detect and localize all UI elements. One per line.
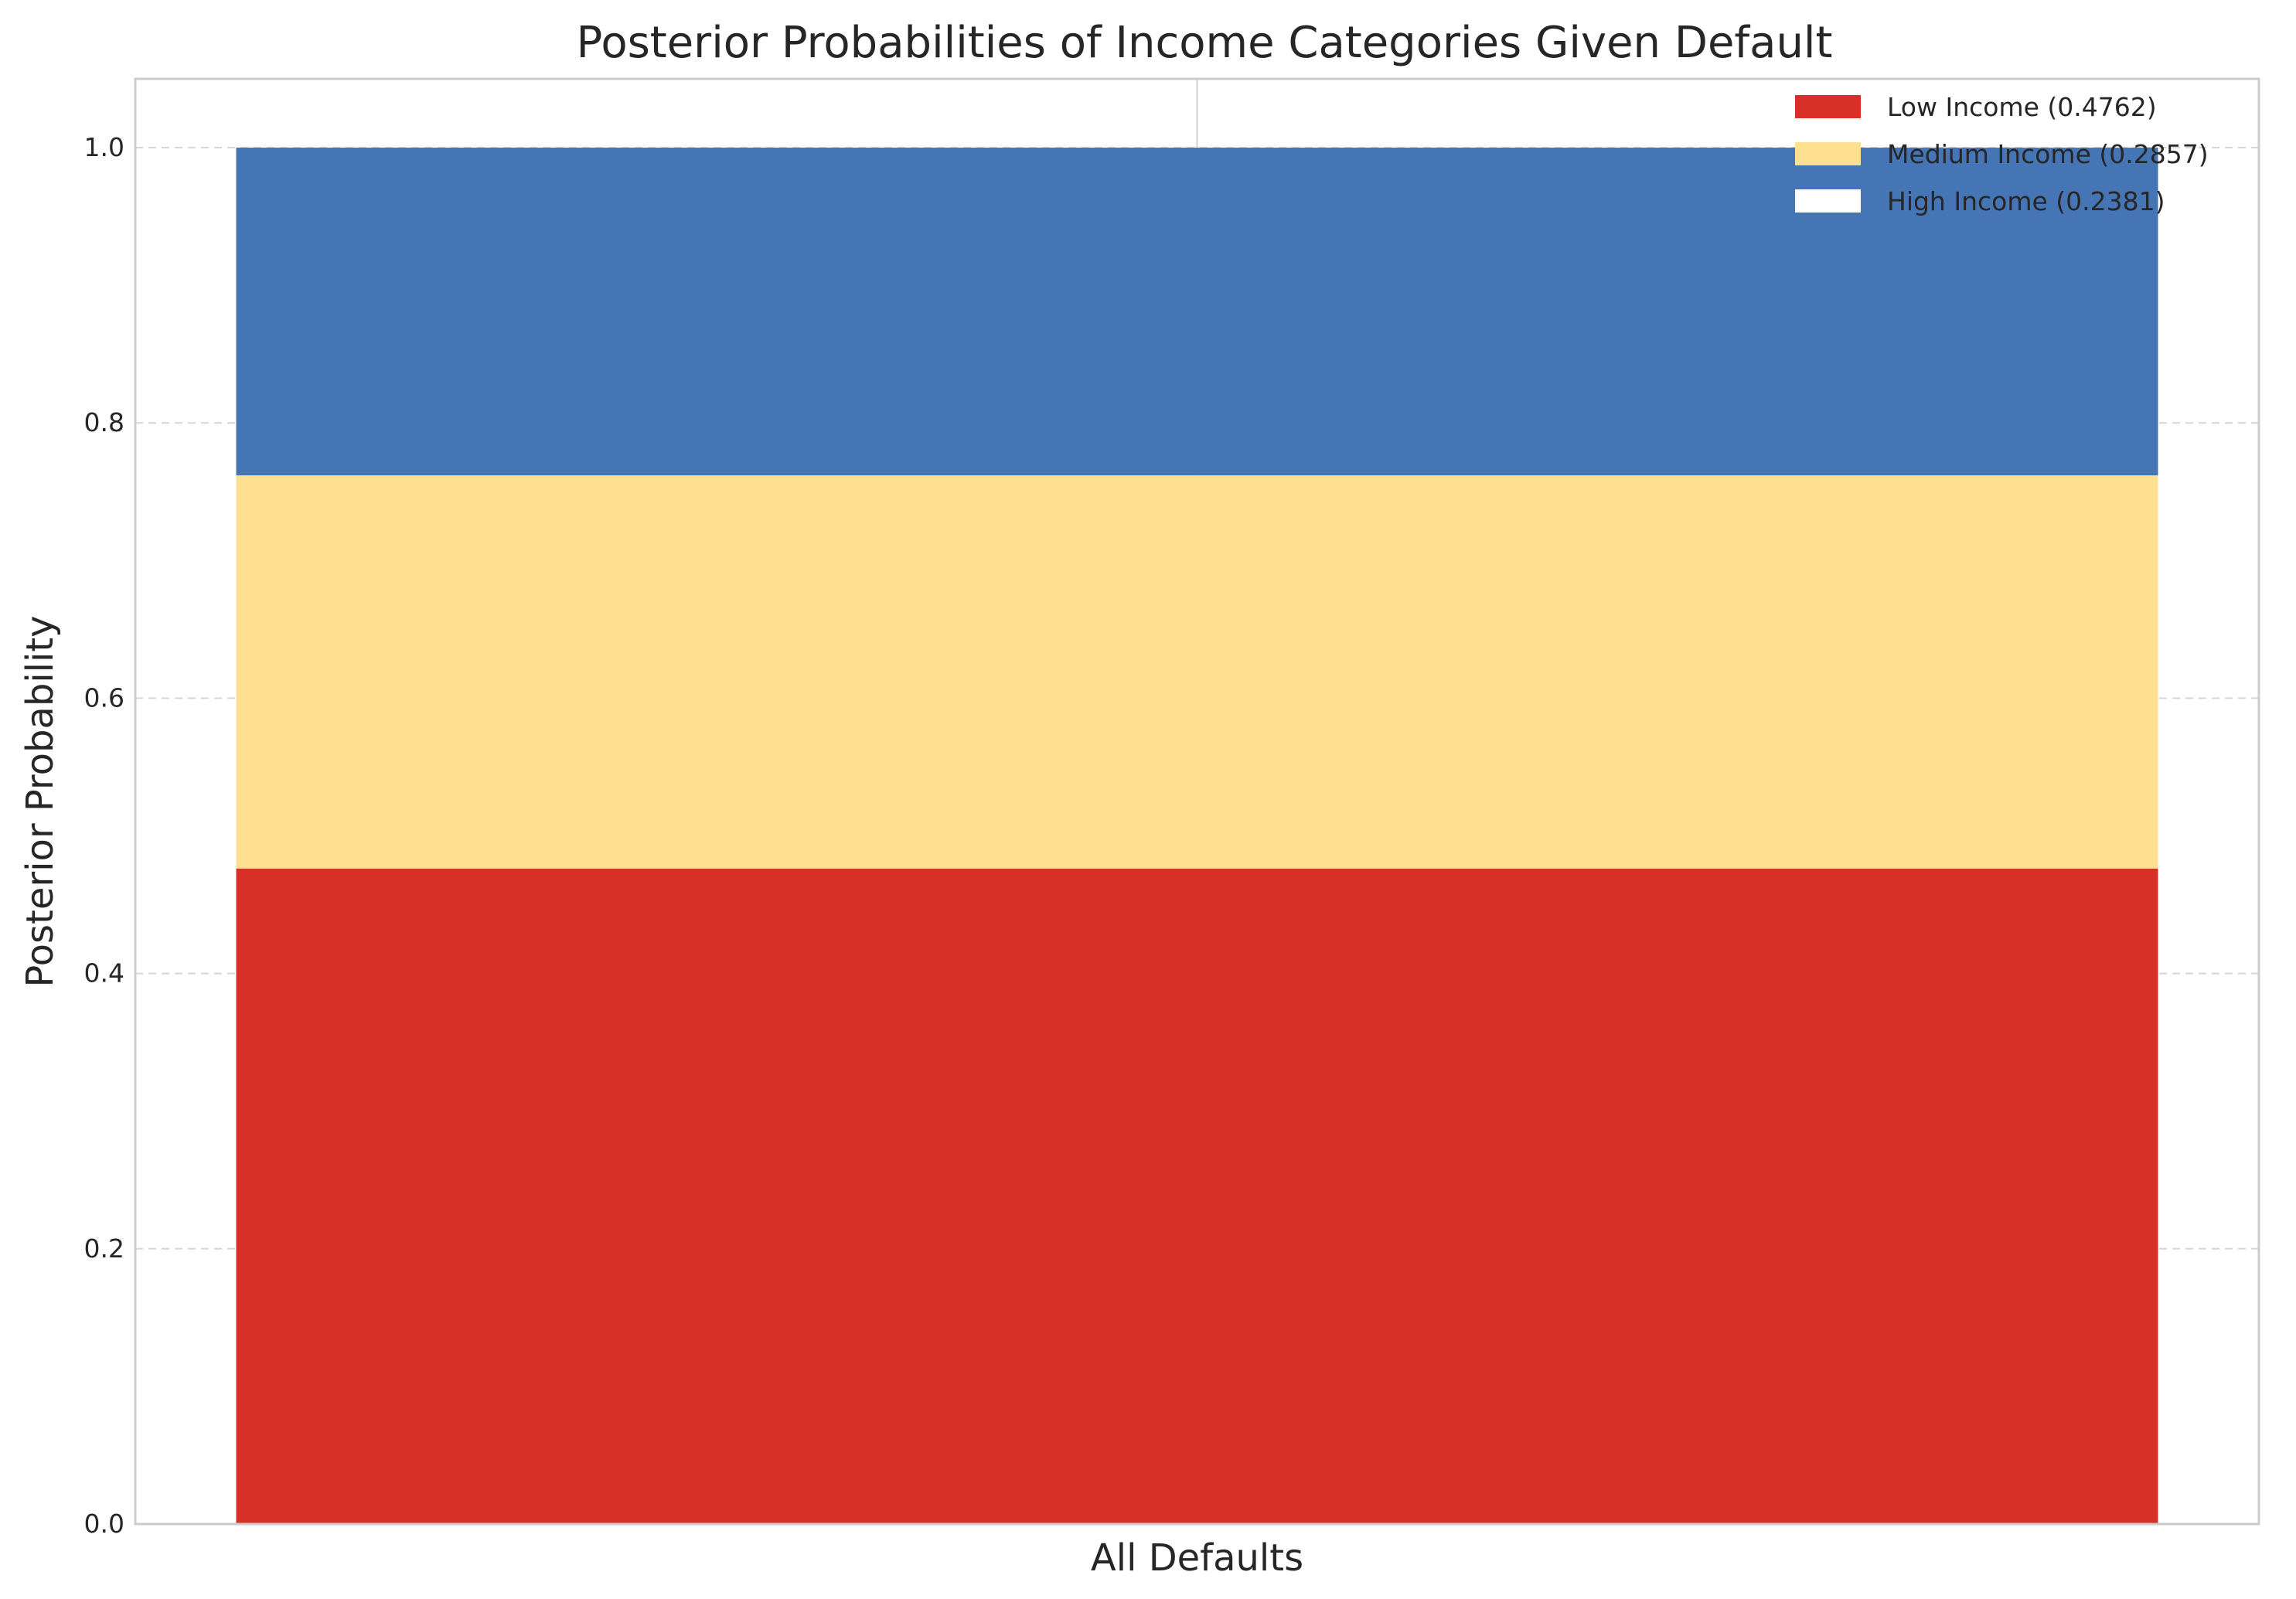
- legend-entry-label: Low Income (0.4762): [1887, 92, 2157, 122]
- bar-segment-medium-income: [236, 475, 2158, 869]
- y-axis-label: Posterior Probability: [19, 615, 62, 987]
- legend-entry-label: Medium Income (0.2857): [1887, 139, 2209, 169]
- bar-segment-low-income: [236, 868, 2158, 1524]
- plot-frame: [134, 77, 2260, 1526]
- x-tick-label: All Defaults: [1091, 1536, 1303, 1580]
- x-ticks-layer: All Defaults: [1091, 1536, 1303, 1580]
- chart-title: Posterior Probabilities of Income Catego…: [577, 18, 1833, 68]
- y-tick-label: 0.4: [84, 958, 124, 988]
- y-tick-label: 0.8: [84, 407, 124, 437]
- y-ticks-layer: 0.0 0.2 0.4 0.6 0.8 1.0: [84, 132, 124, 1539]
- y-tick-label: 0.2: [84, 1233, 124, 1264]
- legend-swatch: [1795, 142, 1861, 165]
- bars-layer: [236, 148, 2158, 1524]
- bar-segment-high-income: [236, 148, 2158, 476]
- y-tick-label: 0.6: [84, 682, 124, 713]
- legend-swatch: [1795, 189, 1861, 213]
- legend-entry-label: High Income (0.2381): [1887, 186, 2165, 216]
- legend: Low Income (0.4762) Medium Income (0.2857…: [1795, 92, 2209, 216]
- y-tick-label: 1.0: [84, 132, 124, 162]
- legend-swatch: [1795, 95, 1861, 118]
- y-tick-label: 0.0: [84, 1509, 124, 1539]
